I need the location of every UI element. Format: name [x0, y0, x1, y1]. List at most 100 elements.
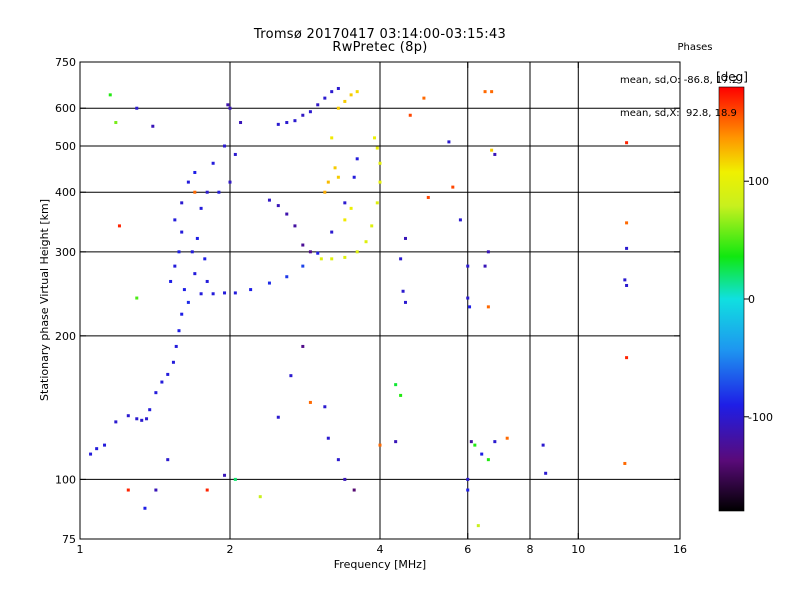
echo-point: [195, 236, 199, 240]
echo-point: [199, 206, 203, 210]
echo-point: [154, 488, 158, 492]
echo-point: [323, 96, 327, 100]
echo-point: [343, 99, 347, 103]
echo-point: [399, 393, 403, 397]
echo-point: [375, 201, 379, 205]
echo-point: [151, 124, 155, 128]
x-tick-label: 16: [673, 543, 687, 556]
chart-title-line2: RwPretec (8p): [332, 40, 428, 55]
echo-point: [505, 436, 509, 440]
y-tick-label: 600: [55, 102, 76, 115]
echo-point: [205, 279, 209, 283]
y-axis: 75 100 200 300 400 500 600 750: [55, 56, 680, 546]
echo-point: [301, 264, 305, 268]
x-tick-label: 8: [527, 543, 534, 556]
echo-point: [466, 477, 470, 481]
colorbar-tick-label: 100: [748, 175, 769, 188]
echo-point: [349, 93, 353, 97]
echo-point: [233, 477, 237, 481]
echo-point: [473, 443, 477, 447]
echo-point: [258, 495, 262, 499]
echo-point: [625, 283, 629, 287]
echo-point: [140, 418, 144, 422]
echo-point: [466, 488, 470, 492]
echo-point: [301, 113, 305, 117]
echo-point: [403, 300, 407, 304]
echo-point: [319, 257, 323, 261]
colorbar-unit-label: [deg]: [716, 70, 748, 84]
echo-point: [173, 218, 177, 222]
echo-point: [249, 288, 253, 292]
echo-point: [623, 461, 627, 465]
echo-point: [166, 372, 170, 376]
echo-point: [211, 292, 215, 296]
x-axis: 1 2 4 6 8 10 16: [77, 62, 687, 556]
echo-point: [466, 296, 470, 300]
echo-point: [330, 257, 334, 261]
echo-point: [469, 440, 473, 444]
y-tick-label: 100: [55, 473, 76, 486]
echo-point: [330, 136, 334, 140]
echo-point: [316, 103, 320, 107]
echo-point: [126, 414, 130, 418]
echo-point: [293, 224, 297, 228]
echo-point: [625, 356, 629, 360]
echo-point: [326, 180, 330, 184]
echo-point: [330, 230, 334, 234]
echo-point: [193, 190, 197, 194]
echo-point: [447, 140, 451, 144]
echo-point: [364, 240, 368, 244]
y-tick-label: 400: [55, 186, 76, 199]
echo-point: [154, 391, 158, 395]
echo-point: [160, 380, 164, 384]
stats-x-mode: mean, sd,X: 92.8, 18.9: [620, 108, 737, 119]
echo-point: [399, 257, 403, 261]
echo-point: [422, 96, 426, 100]
echo-point: [276, 122, 280, 126]
x-tick-label: 2: [227, 543, 234, 556]
echo-point: [126, 488, 130, 492]
echo-point: [466, 264, 470, 268]
echo-point: [316, 251, 320, 255]
colorbar-tick-label: 0: [748, 293, 755, 306]
echo-point: [276, 204, 280, 208]
echo-point: [343, 201, 347, 205]
echo-point: [285, 212, 289, 216]
echo-point: [343, 218, 347, 222]
echo-point: [186, 180, 190, 184]
echo-point: [180, 201, 184, 205]
echo-point: [336, 86, 340, 90]
echo-points: [89, 86, 629, 528]
echo-point: [625, 246, 629, 250]
echo-point: [114, 121, 118, 125]
echo-point: [486, 305, 490, 309]
y-tick-label: 500: [55, 140, 76, 153]
stats-o-mode: mean, sd,O: -86.8, 17.2: [620, 75, 739, 86]
echo-point: [483, 264, 487, 268]
y-tick-label: 300: [55, 246, 76, 259]
x-tick-label: 1: [77, 543, 84, 556]
echo-point: [228, 106, 232, 110]
echo-point: [480, 452, 484, 456]
echo-point: [135, 296, 139, 300]
echo-point: [625, 221, 629, 225]
colorbar-tick-label: -100: [748, 411, 773, 424]
echo-point: [394, 440, 398, 444]
y-tick-label: 200: [55, 330, 76, 343]
echo-point: [226, 103, 230, 107]
x-tick-label: 6: [464, 543, 471, 556]
echo-point: [217, 190, 221, 194]
echo-point: [355, 157, 359, 161]
echo-point: [166, 458, 170, 462]
echo-point: [394, 383, 398, 387]
echo-point: [228, 180, 232, 184]
echo-point: [544, 471, 548, 475]
echo-point: [143, 506, 147, 510]
echo-point: [199, 292, 203, 296]
echo-point: [289, 374, 293, 378]
echo-point: [349, 206, 353, 210]
echo-point: [426, 195, 430, 199]
echo-point: [378, 180, 382, 184]
echo-point: [490, 148, 494, 152]
